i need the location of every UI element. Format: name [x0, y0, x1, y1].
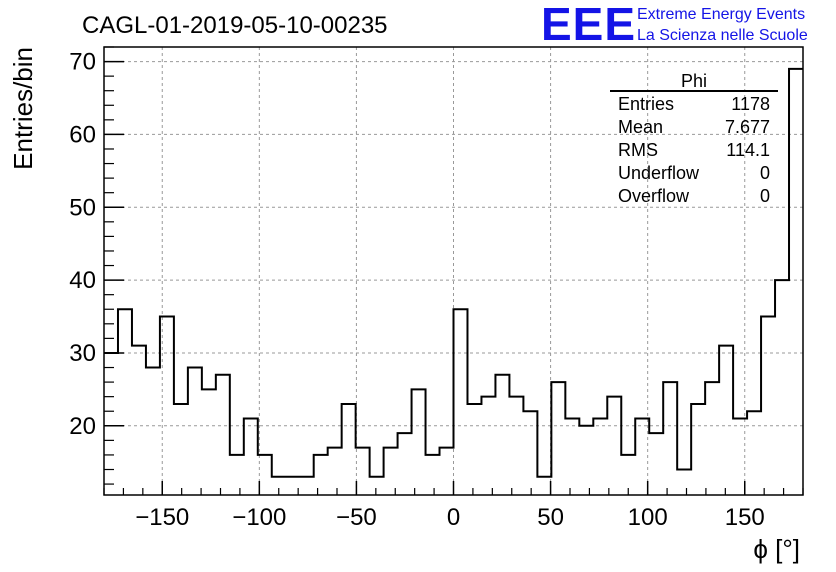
y-tick-label: 20 — [69, 413, 96, 440]
stats-value: 114.1 — [726, 140, 770, 160]
stats-value: 0 — [760, 186, 770, 206]
eee-logo-mark: EEE — [541, 0, 636, 50]
x-tick-labels: −150 −100 −50 0 50 100 150 — [135, 504, 765, 531]
stats-title: Phi — [681, 71, 707, 91]
eee-logo-line2: La Scienza nelle Scuole — [637, 27, 808, 44]
eee-logo-line1: Extreme Energy Events — [637, 6, 805, 23]
y-tick-label: 70 — [69, 49, 96, 76]
x-tick-label: −50 — [336, 504, 377, 531]
stats-value: 0 — [760, 163, 770, 183]
stats-box: Phi Entries 1178 Mean 7.677 RMS 114.1 Underflo… — [610, 71, 778, 206]
stats-label: Mean — [618, 117, 663, 137]
x-tick-label: 0 — [447, 504, 460, 531]
chart-title: CAGL-01-2019-05-10-00235 — [82, 12, 388, 39]
y-tick-label: 50 — [69, 194, 96, 221]
x-axis-label: ϕ [°] — [753, 534, 800, 564]
x-tick-label: −100 — [232, 504, 286, 531]
y-axis-label: Entries/bin — [8, 47, 38, 170]
y-tick-label: 60 — [69, 121, 96, 148]
histogram-line — [104, 67, 803, 478]
x-tick-label: 150 — [725, 504, 765, 531]
eee-logo: EEE Extreme Energy Events La Scienza nel… — [541, 0, 808, 50]
stats-label: RMS — [618, 140, 658, 160]
stats-label: Overflow — [618, 186, 690, 206]
stats-label: Underflow — [618, 163, 700, 183]
stats-value: 7.677 — [725, 117, 770, 137]
y-tick-labels: 20 30 40 50 60 70 — [69, 49, 96, 440]
axis-ticks — [103, 46, 804, 495]
y-tick-label: 30 — [69, 340, 96, 367]
stats-rows: Entries 1178 Mean 7.677 RMS 114.1 Underflow 0 Ov… — [618, 94, 770, 206]
x-tick-label: 50 — [537, 504, 564, 531]
stats-value: 1178 — [731, 94, 770, 114]
stats-label: Entries — [618, 94, 674, 114]
x-tick-label: −150 — [135, 504, 189, 531]
y-tick-label: 40 — [69, 267, 96, 294]
x-tick-label: 100 — [628, 504, 668, 531]
